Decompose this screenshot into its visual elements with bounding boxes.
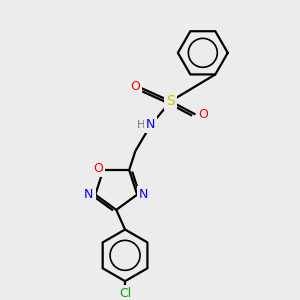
Text: N: N [139, 188, 148, 201]
Text: N: N [84, 188, 94, 201]
Text: H: H [136, 120, 145, 130]
Text: N: N [146, 118, 155, 131]
Text: O: O [130, 80, 140, 93]
Text: O: O [93, 162, 103, 175]
Text: O: O [198, 108, 208, 121]
Text: Cl: Cl [119, 287, 131, 300]
Text: S: S [166, 94, 175, 108]
